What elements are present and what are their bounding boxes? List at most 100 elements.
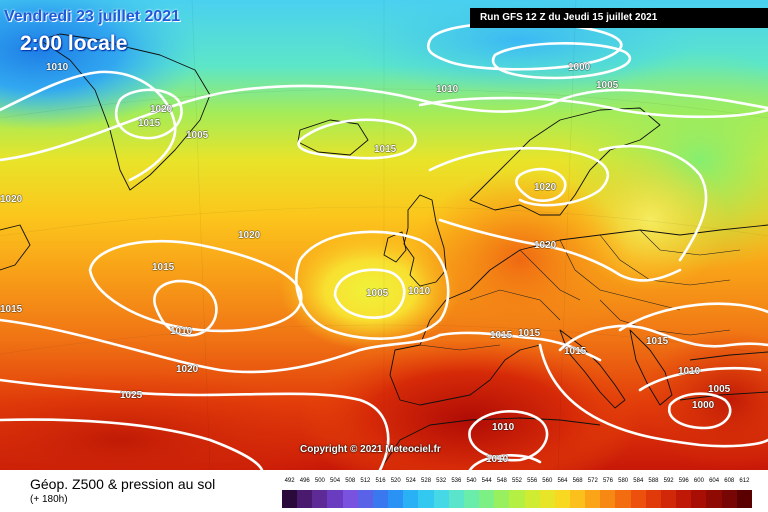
legend-swatch <box>433 490 449 508</box>
isobar-label: 1005 <box>596 80 619 91</box>
legend-tick-label: 580 <box>618 478 629 484</box>
isobar-label: 1015 <box>518 328 541 339</box>
isobars <box>0 21 768 470</box>
isobar-label: 1010 <box>46 62 69 73</box>
map-graphic <box>0 0 768 470</box>
copyright-notice: Copyright © 2021 Meteociel.fr <box>300 444 441 455</box>
legend-tick-label: 612 <box>739 478 750 484</box>
legend-swatch <box>463 490 480 508</box>
isobar-label: 1010 <box>436 84 459 95</box>
forecast-map: 1010 1020 1015 1005 1015 1010 1000 1005 … <box>0 0 768 470</box>
legend-tick-label: 604 <box>709 478 720 484</box>
legend-tick-label: 584 <box>633 478 644 484</box>
legend-swatch <box>448 490 464 508</box>
legend-swatch <box>585 490 601 508</box>
legend-tick-label: 556 <box>527 478 538 484</box>
forecast-local-time: 2:00 locale <box>20 32 128 55</box>
isobar-label: 1015 <box>138 118 161 129</box>
isobar-label: 1000 <box>568 62 591 73</box>
legend-tick-label: 560 <box>542 478 553 484</box>
isobar-label: 1005 <box>708 384 731 395</box>
legend-swatch <box>479 490 495 508</box>
legend-tick-label: 512 <box>360 478 371 484</box>
isobar-label: 1020 <box>534 240 557 251</box>
legend-tick-labels: 492 496 500 504 508 512 516 520 524 528 532 536 540 5… <box>282 478 752 488</box>
isobar-label: 1015 <box>490 330 513 341</box>
legend-swatch <box>357 490 373 508</box>
isobar-label: 1000 <box>692 400 715 411</box>
legend-swatch <box>539 490 555 508</box>
legend-tick-label: 572 <box>587 478 598 484</box>
legend-swatch <box>327 490 343 508</box>
legend-swatch <box>600 490 616 508</box>
legend-tick-label: 516 <box>375 478 386 484</box>
legend-swatch <box>706 490 722 508</box>
legend-tick-label: 540 <box>466 478 477 484</box>
isobar-label: 1020 <box>176 364 199 375</box>
map-title: Géop. Z500 & pression au sol <box>30 476 216 492</box>
legend-tick-label: 596 <box>678 478 689 484</box>
legend-tick-label: 528 <box>421 478 432 484</box>
isobar-label: 1020 <box>534 182 557 193</box>
isobar-label: 1015 <box>374 144 397 155</box>
legend-tick-label: 588 <box>648 478 659 484</box>
legend-swatch <box>691 490 707 508</box>
isobar-label: 1025 <box>120 390 143 401</box>
coastlines <box>0 33 768 470</box>
legend-tick-label: 532 <box>436 478 447 484</box>
legend-tick-label: 576 <box>602 478 613 484</box>
legend-color-bar <box>282 490 752 508</box>
legend-tick-label: 564 <box>557 478 568 484</box>
isobar-label: 1020 <box>0 194 23 205</box>
legend-tick-label: 544 <box>481 478 492 484</box>
legend-swatch <box>297 490 313 508</box>
legend-tick-label: 524 <box>405 478 416 484</box>
legend-swatch <box>388 490 404 508</box>
legend-tick-label: 520 <box>390 478 401 484</box>
legend-swatch <box>660 490 677 508</box>
legend-swatch <box>403 490 419 508</box>
legend-tick-label: 508 <box>345 478 356 484</box>
isobar-label: 1015 <box>646 336 669 347</box>
legend-swatch <box>736 490 752 508</box>
legend-swatch <box>676 490 692 508</box>
legend-tick-label: 592 <box>663 478 674 484</box>
legend-swatch <box>372 490 389 508</box>
legend-swatch <box>645 490 661 508</box>
isobar-label: 1010 <box>492 422 515 433</box>
isobar-label: 1010 <box>170 326 193 337</box>
legend-swatch <box>418 490 434 508</box>
legend-tick-label: 536 <box>451 478 462 484</box>
legend-tick-label: 504 <box>330 478 341 484</box>
legend-tick-label: 500 <box>314 478 325 484</box>
isobar-label: 1015 <box>152 262 175 273</box>
isobar-label: 1010 <box>678 366 701 377</box>
legend-swatch <box>282 490 298 508</box>
legend-tick-label: 552 <box>511 478 523 484</box>
legend-swatch <box>721 490 737 508</box>
legend-swatch <box>554 490 570 508</box>
isobar-label: 1020 <box>150 104 173 115</box>
legend-tick-label: 496 <box>299 478 310 484</box>
isobar-label: 1010 <box>408 286 431 297</box>
legend-swatch <box>615 490 631 508</box>
isobar-label: 1005 <box>186 130 209 141</box>
run-info-banner: Run GFS 12 Z du Jeudi 15 juillet 2021 <box>470 8 768 28</box>
isobar-label: 1010 <box>486 454 509 465</box>
legend-swatch <box>494 490 510 508</box>
legend-swatch <box>569 490 586 508</box>
isobar-label: 1005 <box>366 288 389 299</box>
legend-swatch <box>630 490 646 508</box>
forecast-date: Vendredi 23 juillet 2021 <box>4 8 181 25</box>
legend-tick-label: 492 <box>284 478 295 484</box>
legend-swatch <box>509 490 525 508</box>
graticule <box>0 0 768 470</box>
legend-swatch <box>312 490 328 508</box>
legend-tick-label: 568 <box>572 478 583 484</box>
isobar-label: 1020 <box>238 230 261 241</box>
legend-swatch <box>342 490 358 508</box>
forecast-lead-time: (+ 180h) <box>30 494 68 505</box>
legend-tick-label: 608 <box>724 478 735 484</box>
legend-tick-label: 600 <box>693 478 704 484</box>
isobar-label: 1015 <box>0 304 23 315</box>
